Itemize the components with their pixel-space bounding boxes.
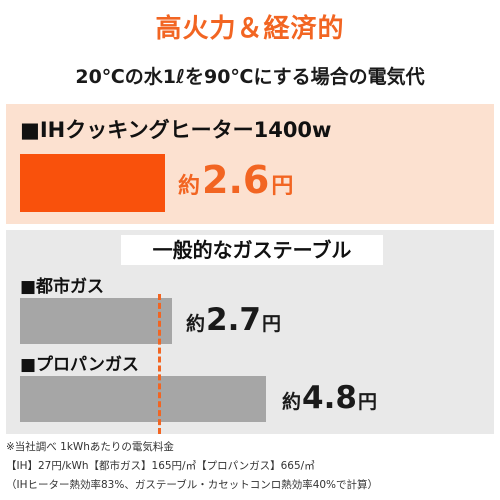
propane-gas-price-prefix: 約 (282, 391, 302, 413)
ih-price: 約2.6円 (178, 158, 293, 202)
gas-heading: 一般的なガステーブル (121, 235, 383, 265)
propane-gas-price-unit: 円 (357, 391, 377, 413)
ih-panel: ■IHクッキングヒーター1400w 約2.6円 (6, 104, 494, 224)
ih-price-prefix: 約 (178, 174, 201, 199)
city-gas-price-unit: 円 (261, 313, 281, 335)
city-gas-price-value: 2.7 (206, 302, 261, 338)
footnote-line: 【IH】27円/kWh【都市ガス】165円/㎥【プロパンガス】665/㎥ (6, 460, 315, 472)
ih-price-value: 2.6 (202, 158, 270, 202)
ih-price-unit: 円 (271, 174, 294, 199)
city-gas-price-prefix: 約 (186, 313, 206, 335)
propane-gas-cost-bar (20, 376, 266, 422)
city-gas-cost-bar (20, 298, 172, 344)
ih-cost-bar (20, 154, 165, 212)
city-gas-label: ■都市ガス (20, 277, 105, 297)
ih-heading: ■IHクッキングヒーター1400w (20, 118, 332, 142)
comparison-subtitle: 20℃の水1ℓを90℃にする場合の電気代 (75, 66, 425, 88)
footnote-line: ※当社調べ 1kWhあたりの電気料金 (6, 441, 174, 453)
gas-panel: 一般的なガステーブル ■都市ガス 約2.7円 ■プロパンガス 約4.8円 (6, 230, 494, 434)
propane-gas-price-value: 4.8 (302, 380, 357, 416)
footnotes: ※当社調べ 1kWhあたりの電気料金 【IH】27円/kWh【都市ガス】165円… (6, 438, 496, 495)
propane-gas-label: ■プロパンガス (20, 355, 139, 375)
propane-gas-price: 約4.8円 (282, 380, 377, 416)
city-gas-price: 約2.7円 (186, 302, 281, 338)
footnote-line: （IHヒーター熱効率83%、ガステーブル・カセットコンロ熱効率40%で計算） (6, 479, 379, 491)
page-title: 高火力＆経済的 (155, 14, 345, 44)
ih-reference-dashed-line (158, 294, 161, 434)
